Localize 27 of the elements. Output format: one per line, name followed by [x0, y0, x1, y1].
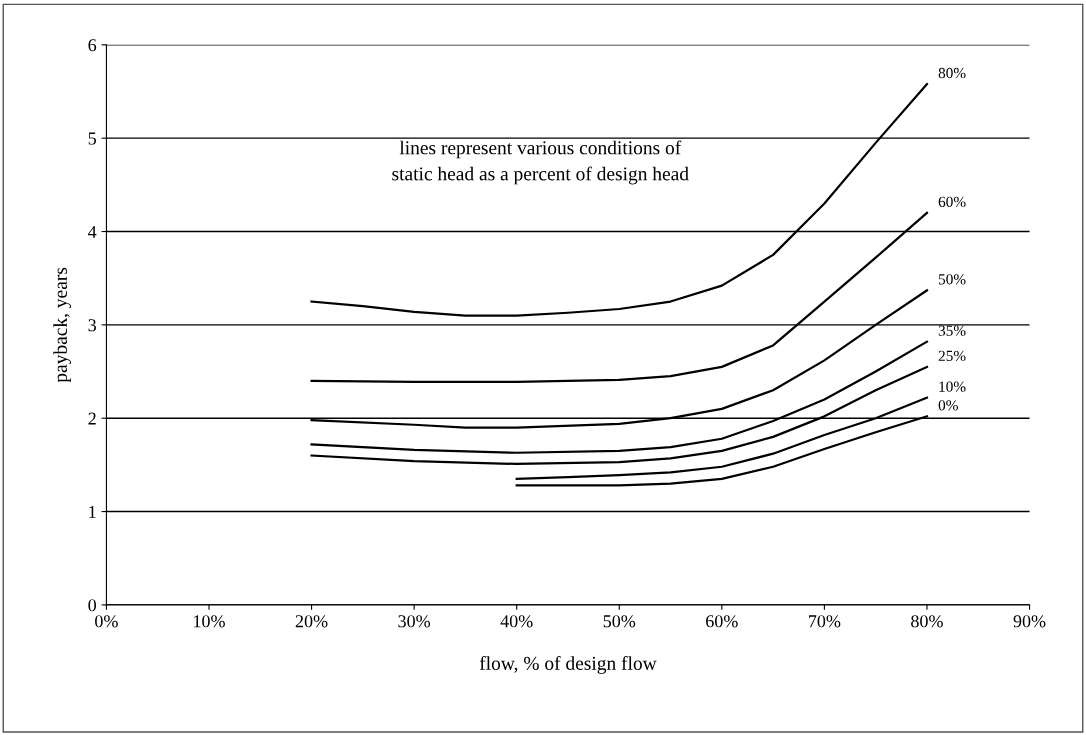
y-tick-label: 3: [88, 319, 96, 332]
y-tick-label: 5: [88, 132, 96, 145]
x-tick-label: 60%: [706, 615, 738, 628]
x-tick-label: 90%: [1013, 615, 1046, 628]
y-tick-label: 6: [88, 39, 97, 52]
series-label: 10%: [939, 381, 966, 392]
x-tick-label: 80%: [911, 615, 943, 628]
series-label: 25%: [938, 350, 966, 362]
annotation: lines represent various conditions of static head as a percent of design head: [392, 140, 689, 185]
x-tick-label: 40%: [500, 615, 533, 628]
x-tick-label: 50%: [603, 615, 636, 628]
x-tick-label: 0%: [95, 615, 118, 628]
series-label: 50%: [938, 274, 966, 285]
series-label: 35%: [938, 325, 966, 336]
x-tick-label: 10%: [194, 615, 225, 628]
x-tick-label: 30%: [398, 615, 431, 628]
y-tick-label: 1: [89, 505, 96, 518]
y-tick-label: 0: [88, 599, 97, 612]
y-tick-label: 4: [88, 225, 97, 238]
x-tick-label: 70%: [809, 615, 841, 628]
series-label: 0%: [938, 400, 958, 411]
x-tick-label: 20%: [295, 615, 328, 628]
series-label: 60%: [938, 196, 966, 208]
series-label: 80%: [938, 67, 966, 79]
y-axis-title: payback, years: [53, 267, 72, 383]
y-tick-label: 2: [88, 412, 96, 425]
x-axis-title: flow, % of design flow: [479, 656, 657, 674]
